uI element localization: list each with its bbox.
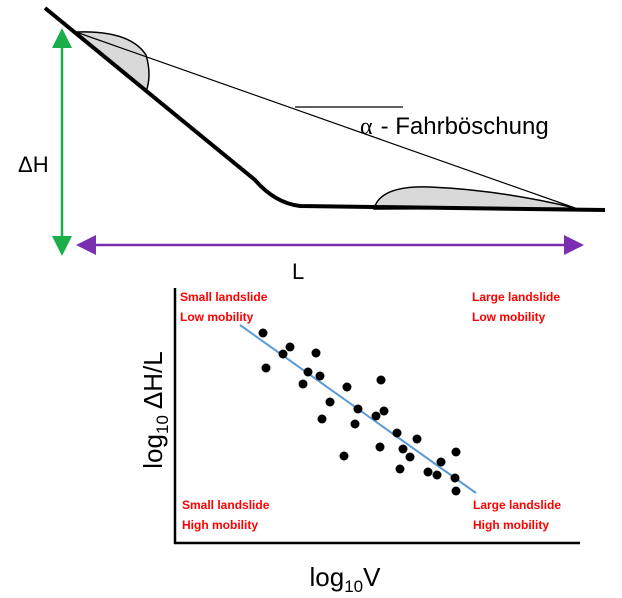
dot [376,375,386,385]
y-label-base: log [138,434,168,469]
dot [317,414,327,424]
quadrant-label: Large landslide [473,498,561,512]
dot [353,404,363,414]
x-label-sub: 10 [344,577,363,596]
quadrant-label: High mobility [473,518,549,532]
dot [451,447,461,457]
quadrant-label: Low mobility [180,310,254,324]
dot [432,470,442,480]
plot-axes [173,288,580,545]
dot [371,411,381,421]
dot [339,451,349,461]
y-label-rest: ΔH/L [138,351,168,409]
x-label-rest: V [363,562,381,592]
dot [392,428,402,438]
dot [261,363,271,373]
dot [405,452,415,462]
y-axis-label: log10 ΔH/L [138,351,172,468]
y-label-sub: 10 [153,415,172,434]
dot [379,406,389,416]
x-label-base: log [310,562,345,592]
dot [298,379,308,389]
quadrant-label: Large landslide [472,290,560,304]
dot [303,367,313,377]
dot [315,371,325,381]
angle-label: α - Fahrböschung [360,113,549,140]
dot [278,349,288,359]
dot [285,342,295,352]
x-axis-label: log10V [310,562,382,596]
dot [436,457,446,467]
height-label: ΔH [18,152,49,177]
dot [325,397,335,407]
quadrant-label: Low mobility [472,310,546,324]
dot [423,467,433,477]
dot [350,419,360,429]
dot [311,348,321,358]
scatter-points [258,328,461,496]
length-label: L [292,259,304,284]
dot [450,473,460,483]
dot [395,464,405,474]
dot [412,434,422,444]
dot [342,382,352,392]
dot [258,328,268,338]
quadrant-label: High mobility [182,518,258,532]
angle-symbol: α [360,114,373,140]
dot [451,486,461,496]
dot [398,444,408,454]
quadrant-label: Small landslide [180,290,268,304]
dot [375,442,385,452]
slope-sketch [43,6,606,256]
angle-text: - Fahrböschung [381,113,549,140]
quadrant-label: Small landslide [182,498,270,512]
